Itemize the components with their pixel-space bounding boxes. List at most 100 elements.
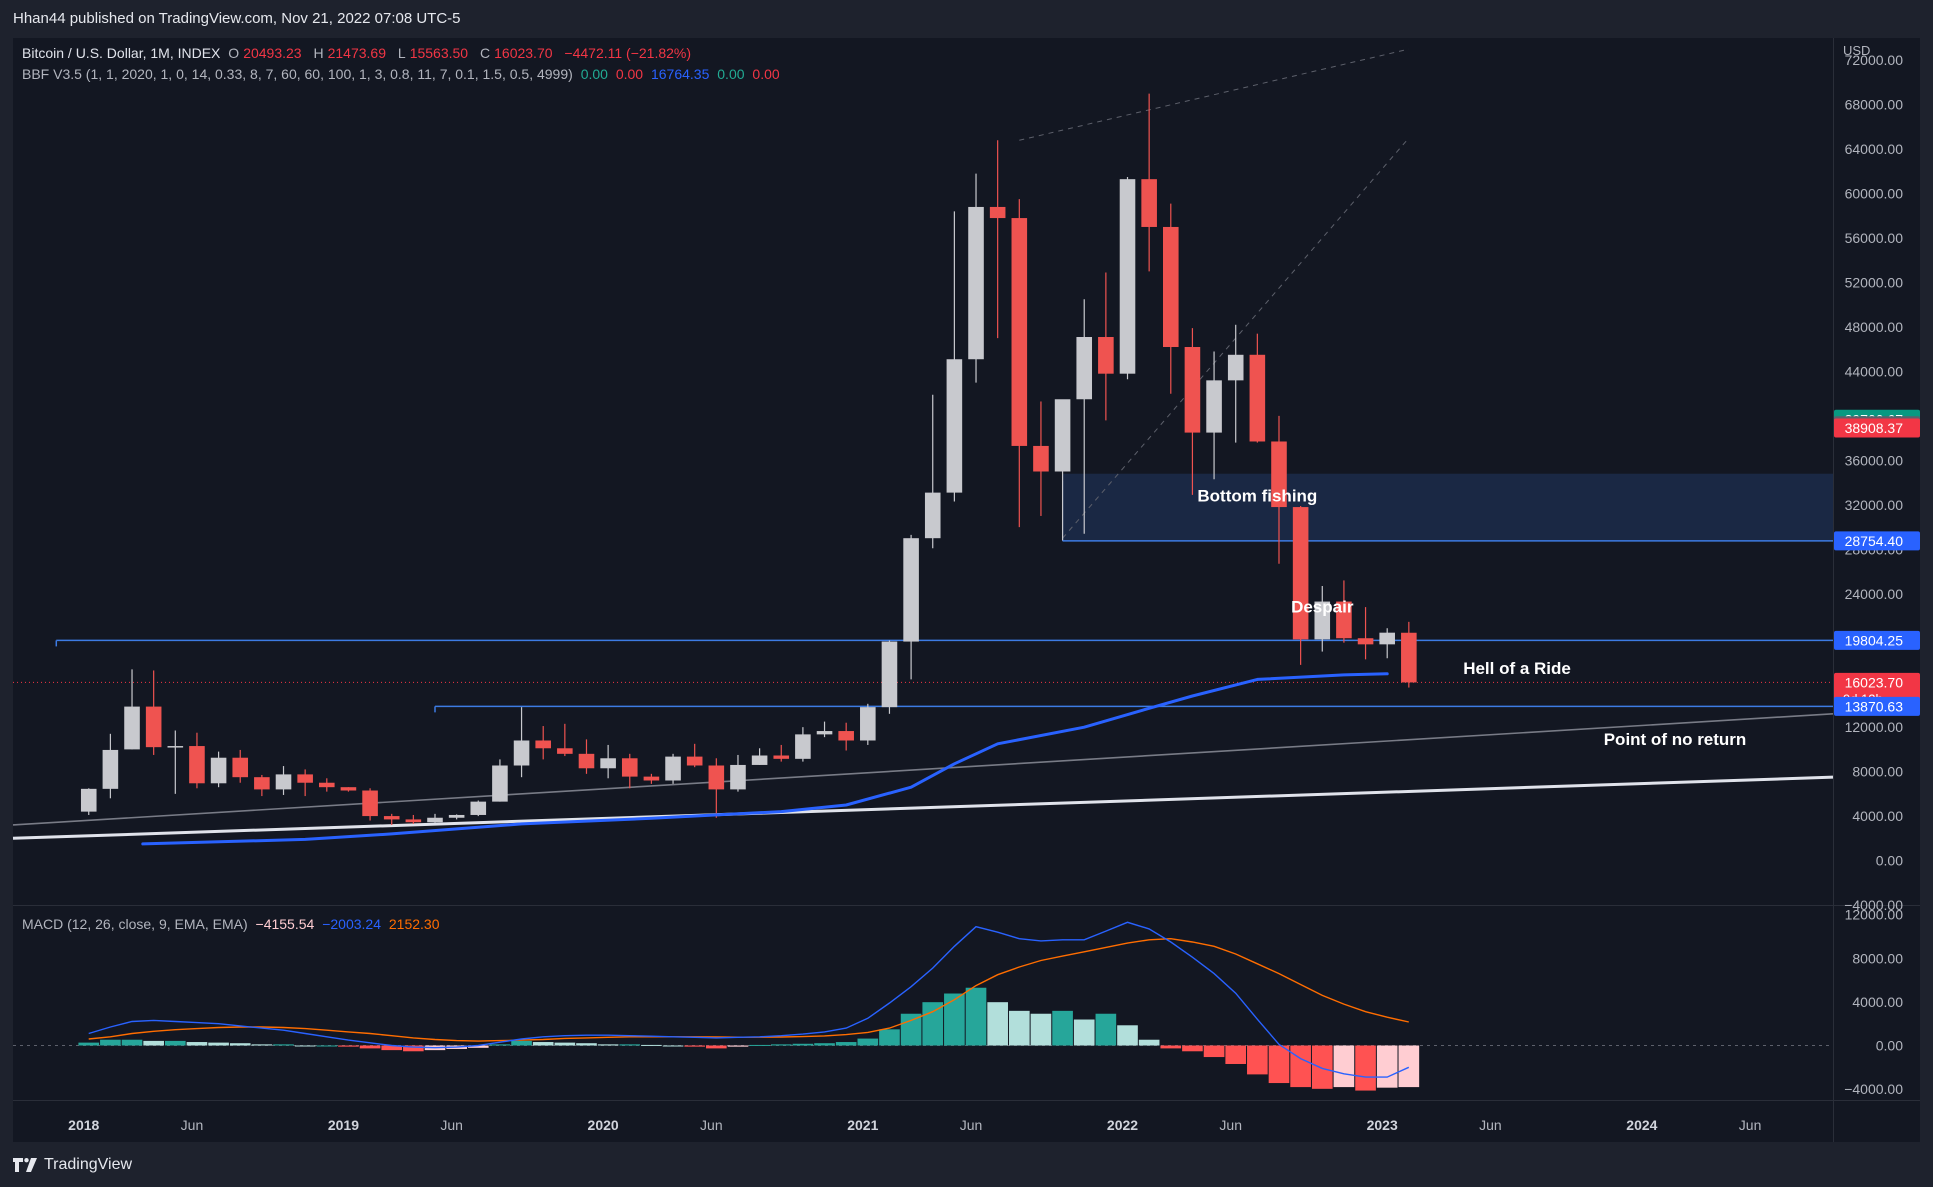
candle-up	[427, 817, 443, 823]
macd-histogram-bar	[770, 1044, 792, 1046]
macd-tick-label: 4000.00	[1852, 994, 1903, 1010]
time-tick-label: 2020	[588, 1117, 619, 1133]
price-tick-label: 24000.00	[1845, 586, 1904, 602]
macd-histogram-bar	[1138, 1039, 1160, 1046]
candle-down	[621, 758, 638, 777]
price-tick-label: 4000.00	[1852, 808, 1903, 824]
macd-tick-label: −4000.00	[1844, 1081, 1903, 1097]
macd-histogram-bar	[489, 1044, 511, 1046]
macd-histogram-bar	[121, 1039, 143, 1046]
candle-down	[1162, 226, 1179, 348]
candle-down	[686, 756, 703, 766]
candle-up	[80, 788, 97, 812]
price-tick-label: 48000.00	[1845, 319, 1904, 335]
low-label: L	[397, 45, 406, 61]
candle-up	[860, 707, 876, 741]
macd-histogram-bar	[987, 1002, 1008, 1046]
price-badge	[1834, 418, 1920, 438]
indicator-value-2: 0.00	[615, 66, 644, 82]
candle-down	[1249, 354, 1266, 442]
candle-down	[1271, 441, 1287, 508]
price-axis-unit: USD	[1843, 43, 1870, 58]
macd-histogram-bar	[727, 1045, 749, 1047]
macd-histogram-bar	[467, 1045, 489, 1048]
tradingview-logo[interactable]: TradingView	[13, 1156, 132, 1174]
macd-histogram-bar	[273, 1044, 294, 1046]
price-legend[interactable]: Bitcoin / U.S. Dollar, 1M, INDEX O 20493.…	[22, 45, 695, 61]
candle-down	[254, 777, 270, 790]
candle-up	[1076, 337, 1093, 400]
candle-down	[145, 706, 162, 748]
price-badge	[1834, 531, 1920, 551]
candle-down	[989, 206, 1006, 219]
macd-histogram-bar	[1333, 1045, 1355, 1088]
candle-down	[1357, 638, 1374, 645]
candle-down	[557, 748, 573, 754]
macd-histogram-bar	[208, 1042, 229, 1046]
candle-down	[340, 787, 357, 791]
publisher-bar: Hhan44 published on TradingView.com, Nov…	[0, 0, 1933, 38]
candle-down	[383, 816, 400, 820]
candle-up	[600, 758, 616, 769]
macd-histogram-bar	[1182, 1045, 1203, 1052]
high-value: 21473.69	[327, 45, 387, 61]
macd-histogram-bar	[835, 1042, 857, 1046]
indicator-value-5: 0.00	[752, 66, 780, 82]
macd-histogram-bar	[1203, 1045, 1225, 1058]
candle-down	[578, 753, 595, 769]
macd-histogram-bar	[900, 1013, 922, 1046]
support-line-gray	[12, 713, 1834, 826]
candle-up	[1054, 399, 1071, 472]
price-tick-label: 36000.00	[1845, 452, 1904, 468]
annotation-label: Bottom fishing	[1197, 487, 1317, 506]
price-tick-label: 0.00	[1876, 853, 1903, 869]
macd-histogram-bar	[619, 1044, 641, 1046]
macd-histogram-bar	[857, 1038, 879, 1046]
macd-histogram-bar	[511, 1040, 532, 1046]
macd-legend[interactable]: MACD (12, 26, close, 9, EMA, EMA) −4155.…	[22, 916, 444, 932]
macd-histogram-bar	[965, 987, 987, 1046]
macd-signal-value: 2152.30	[388, 916, 440, 932]
candle-up	[1379, 632, 1395, 645]
macd-histogram-bar	[662, 1045, 684, 1047]
macd-histogram-bar	[684, 1045, 706, 1047]
macd-histogram-bar	[1355, 1045, 1376, 1091]
time-tick-label: Jun	[1479, 1117, 1502, 1133]
candle-up	[210, 757, 227, 784]
symbol-title[interactable]: Bitcoin / U.S. Dollar, 1M, INDEX	[22, 45, 221, 61]
macd-histogram-bar	[879, 1029, 900, 1046]
price-tick-label: 52000.00	[1845, 275, 1904, 291]
candle-down	[189, 746, 205, 784]
indicator-legend[interactable]: BBF V3.5 (1, 1, 2020, 1, 0, 14, 0.33, 8,…	[22, 66, 784, 82]
candle-down	[535, 740, 551, 749]
macd-histogram-bar	[554, 1042, 576, 1046]
macd-histogram-bar	[1030, 1013, 1052, 1046]
macd-line-value: −2003.24	[322, 916, 381, 932]
macd-title[interactable]: MACD (12, 26, close, 9, EMA, EMA)	[22, 916, 248, 932]
candle-down	[362, 790, 378, 817]
indicator-value-1: 0.00	[580, 66, 608, 82]
macd-histogram-bar	[792, 1043, 814, 1046]
indicator-title[interactable]: BBF V3.5 (1, 1, 2020, 1, 0, 14, 0.33, 8,…	[22, 66, 573, 82]
candle-up	[448, 814, 465, 818]
candle-down	[1011, 218, 1028, 446]
indicator-value-3: 16764.35	[650, 66, 710, 82]
macd-histogram-bar	[143, 1040, 164, 1046]
price-tick-label: 32000.00	[1845, 497, 1904, 513]
macd-histogram-bar	[597, 1044, 619, 1046]
candle-down	[1292, 507, 1309, 640]
price-tick-label: −4000.00	[1844, 897, 1903, 913]
candle-down	[1033, 445, 1049, 472]
time-tick-label: Jun	[700, 1117, 723, 1133]
macd-histogram-bar	[641, 1044, 662, 1046]
macd-histogram-bar	[1247, 1045, 1268, 1075]
macd-histogram-bar	[359, 1045, 381, 1049]
macd-histogram-bar	[186, 1042, 208, 1046]
macd-histogram-bar	[749, 1044, 770, 1046]
time-tick-label: 2021	[847, 1117, 878, 1133]
macd-histogram-bar	[814, 1043, 835, 1046]
price-badge-label: 16023.70	[1845, 674, 1904, 690]
candle-up	[924, 492, 941, 539]
price-badge	[1834, 696, 1920, 716]
